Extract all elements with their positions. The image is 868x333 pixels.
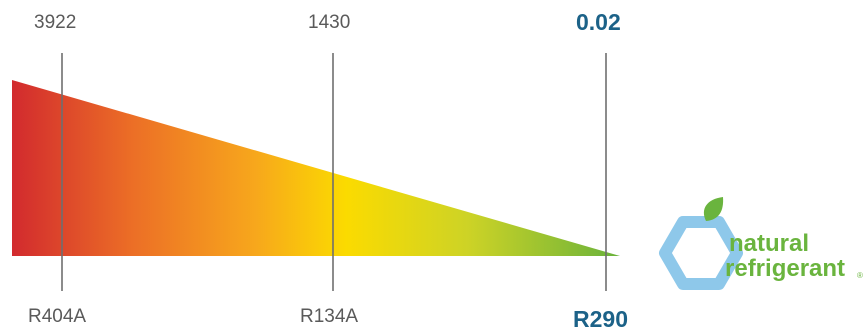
registered-mark: ® — [857, 271, 863, 280]
gwp-value-r134a: 1430 — [308, 12, 351, 33]
refrigerant-label-r404a: R404A — [28, 306, 87, 327]
logo-graphic — [659, 197, 743, 290]
gwp-value-r404a: 3922 — [34, 12, 77, 33]
leaf-icon — [703, 197, 724, 221]
refrigerant-label-r290: R290 — [573, 306, 628, 332]
hexagon-icon — [659, 216, 743, 290]
natural-refrigerant-logo: natural refrigerant ® — [640, 195, 865, 295]
refrigerant-label-r134a: R134A — [300, 306, 359, 327]
gwp-value-r290: 0.02 — [576, 9, 621, 35]
logo-text-refrigerant: refrigerant — [725, 255, 846, 282]
gwp-wedge — [12, 80, 620, 256]
logo-text-natural: natural — [729, 230, 810, 257]
